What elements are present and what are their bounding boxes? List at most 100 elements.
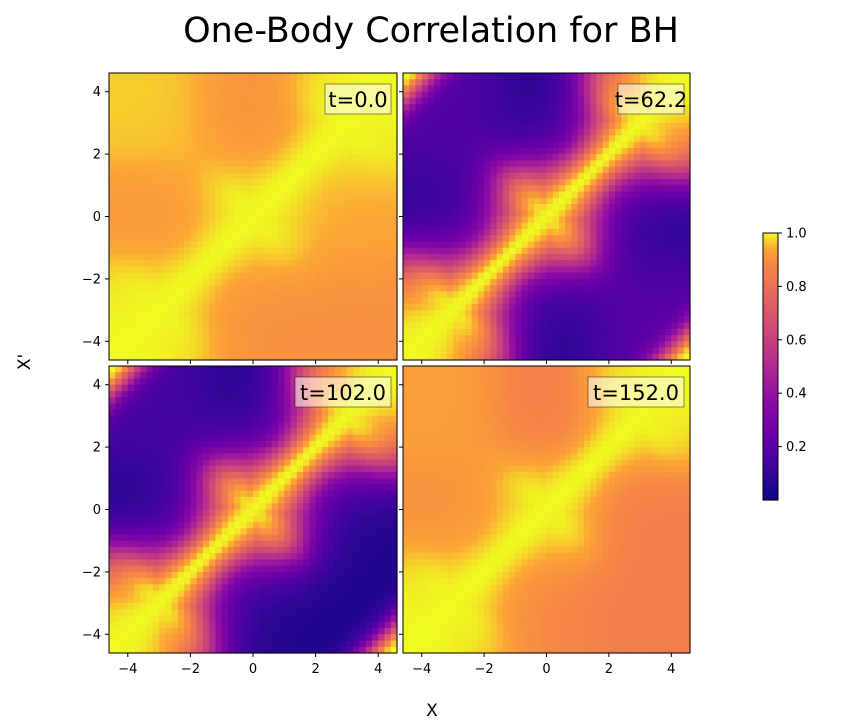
heatmap-cell — [527, 322, 535, 330]
heatmap-cell — [328, 166, 335, 174]
heatmap-cell — [409, 260, 417, 268]
heatmap-cell — [515, 147, 523, 155]
heatmap-cell — [527, 73, 535, 80]
heatmap-cell — [309, 459, 317, 467]
heatmap-cell — [284, 160, 292, 168]
heatmap-cell — [353, 409, 361, 417]
heatmap-cell — [353, 272, 361, 280]
heatmap-cell — [658, 253, 666, 261]
heatmap-cell — [340, 272, 348, 280]
heatmap-cell — [359, 434, 367, 442]
heatmap-cell — [278, 172, 285, 180]
heatmap-cell — [209, 104, 217, 112]
heatmap-cell — [177, 297, 185, 305]
heatmap-cell — [583, 272, 591, 280]
heatmap-cell — [321, 191, 329, 199]
heatmap-cell — [209, 210, 217, 218]
heatmap-cell — [109, 409, 116, 417]
heatmap-cell — [171, 440, 179, 448]
heatmap-cell — [127, 204, 135, 211]
heatmap-cell — [334, 73, 342, 80]
heatmap-cell — [334, 303, 342, 311]
heatmap-cell — [477, 73, 485, 80]
heatmap-cell — [309, 122, 317, 130]
heatmap-cell — [284, 179, 292, 186]
heatmap-cell — [465, 154, 473, 161]
heatmap-cell — [471, 241, 479, 249]
heatmap-cell — [403, 191, 410, 199]
heatmap-cell — [365, 172, 373, 180]
heatmap-cell — [234, 403, 242, 411]
heatmap-cell — [359, 409, 367, 417]
heatmap-cell — [353, 147, 361, 155]
heatmap-cell — [171, 110, 179, 118]
heatmap-cell — [534, 247, 541, 255]
heatmap-cell — [259, 397, 267, 405]
heatmap-cell — [121, 278, 129, 286]
heatmap-cell — [496, 222, 504, 230]
heatmap-cell — [452, 291, 460, 299]
heatmap-cell — [484, 166, 491, 174]
heatmap-cell — [646, 322, 654, 330]
heatmap-cell — [558, 160, 566, 168]
heatmap-cell — [146, 378, 154, 386]
heatmap-cell — [671, 179, 679, 186]
heatmap-cell — [334, 241, 342, 249]
heatmap-cell — [296, 247, 304, 255]
heatmap-cell — [321, 197, 329, 205]
heatmap-cell — [540, 141, 548, 149]
heatmap-cell — [134, 403, 141, 411]
heatmap-cell — [527, 247, 535, 255]
heatmap-cell — [127, 422, 135, 429]
heatmap-cell — [146, 129, 154, 136]
heatmap-cell — [253, 166, 260, 174]
heatmap-cell — [121, 397, 129, 405]
heatmap-cell — [434, 172, 442, 180]
heatmap-cell — [484, 141, 491, 149]
heatmap-cell — [265, 204, 273, 211]
heatmap-cell — [159, 97, 166, 105]
heatmap-cell — [496, 303, 504, 311]
heatmap-cell — [390, 135, 398, 143]
heatmap-cell — [615, 116, 622, 124]
heatmap-cell — [384, 235, 392, 243]
heatmap-cell — [421, 303, 429, 311]
heatmap-cell — [253, 216, 260, 224]
heatmap-cell — [315, 110, 323, 118]
heatmap-cell — [546, 241, 554, 249]
heatmap-cell — [265, 453, 273, 461]
heatmap-cell — [571, 216, 579, 224]
heatmap-cell — [284, 291, 292, 299]
heatmap-cell — [671, 197, 679, 205]
heatmap-cell — [403, 278, 410, 286]
heatmap-cell — [359, 316, 367, 324]
heatmap-cell — [215, 191, 223, 199]
heatmap-cell — [127, 384, 135, 392]
heatmap-cell — [496, 247, 504, 255]
heatmap-cell — [271, 384, 279, 392]
heatmap-cell — [265, 222, 273, 230]
heatmap-cell — [521, 210, 529, 218]
heatmap-cell — [671, 310, 679, 317]
heatmap-cell — [658, 79, 666, 87]
heatmap-cell — [202, 447, 210, 454]
heatmap-cell — [152, 372, 160, 380]
heatmap-cell — [577, 260, 585, 268]
heatmap-cell — [577, 91, 585, 99]
heatmap-cell — [415, 316, 423, 324]
heatmap-cell — [152, 204, 160, 211]
heatmap-cell — [365, 372, 373, 380]
heatmap-cell — [384, 434, 392, 442]
heatmap-cell — [384, 347, 392, 355]
heatmap-cell — [496, 210, 504, 218]
heatmap-cell — [552, 166, 560, 174]
heatmap-cell — [627, 247, 635, 255]
heatmap-cell — [146, 97, 154, 105]
heatmap-cell — [140, 216, 148, 224]
heatmap-cell — [334, 253, 342, 261]
heatmap-cell — [246, 222, 254, 230]
heatmap-cell — [227, 104, 235, 112]
heatmap-cell — [615, 291, 622, 299]
heatmap-cell — [115, 341, 123, 349]
heatmap-cell — [434, 160, 442, 168]
